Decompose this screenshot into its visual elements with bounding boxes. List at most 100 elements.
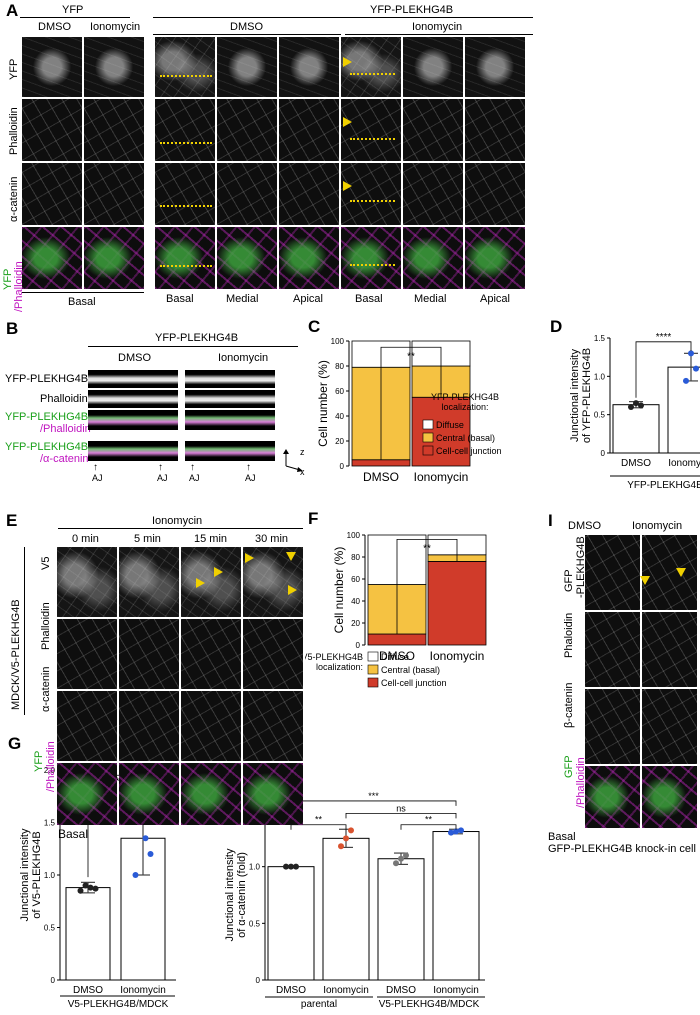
y-tick-label: 1.5 (44, 819, 56, 828)
significance-label: ns (396, 803, 406, 813)
xz-section (185, 390, 275, 408)
y-tick-label: 0 (340, 462, 345, 471)
micrograph (57, 691, 117, 761)
micrograph (465, 99, 525, 161)
b-row-label: /Phalloidin (40, 423, 91, 435)
b-row-label: Phalloidin (40, 393, 88, 405)
micrograph (585, 766, 640, 828)
group-label: V5-PLEKHG4B/MDCK (379, 999, 480, 1010)
micrograph (155, 163, 215, 225)
i-merge-gfp: GFP (563, 755, 575, 778)
a-row-catenin: α-catenin (8, 176, 20, 223)
e-row-catenin: α-catenin (40, 666, 52, 713)
x-tick-label: Ionomycin (414, 470, 469, 484)
micrograph (642, 535, 697, 610)
micrograph (403, 37, 463, 97)
panel-label: D (550, 318, 562, 336)
chart-c: C 0 20 40 60 80 100 Cell number (%) DMSO Ionomyci… (308, 318, 502, 484)
data-point (132, 872, 139, 878)
significance-label: ** (315, 815, 323, 825)
data-point (693, 365, 699, 372)
y-axis-label: Cell number (%) (316, 360, 330, 447)
y-tick-label: 60 (335, 387, 344, 396)
data-point (82, 882, 89, 889)
bar (612, 404, 660, 454)
a-col-label: Basal (166, 293, 194, 305)
arrowhead-icon (343, 117, 352, 127)
micrograph (119, 619, 179, 689)
y-tick-label: 0.5 (44, 924, 56, 933)
panel-label-b: B (6, 319, 19, 338)
significance-label: *** (368, 791, 379, 801)
significance-bracket (396, 539, 458, 634)
micrograph (181, 619, 241, 689)
y-tick-label: 0.5 (594, 411, 606, 420)
e-time: 0 min (72, 533, 99, 545)
i-basal-label: Basal (548, 831, 576, 843)
micrograph (642, 612, 697, 687)
micrograph (119, 763, 179, 825)
bar-segment (411, 396, 471, 467)
a-col-label: Apical (293, 293, 323, 305)
data-point (638, 402, 644, 409)
a-col-label: Medial (414, 293, 447, 305)
arrowhead-icon (676, 568, 686, 577)
legend-label: Central (basal) (381, 665, 440, 675)
data-point (448, 829, 454, 836)
micrograph (119, 547, 179, 617)
micrograph (642, 766, 697, 828)
y-axis-label: of V5-PLEKHG4B (31, 831, 43, 918)
group-label: YFP-PLEKHG4B (627, 480, 700, 491)
data-point (688, 350, 694, 357)
y-tick-label: 60 (351, 575, 360, 584)
legend-label: Diffuse (381, 652, 409, 662)
micrograph (155, 227, 215, 289)
bar-segment (367, 633, 427, 646)
y-axis-label: of YFP-PLEKHG4B (581, 348, 593, 443)
yfp-plekhg4b-header: YFP-PLEKHG4B (370, 4, 454, 16)
data-point (92, 885, 99, 892)
y-tick-label: 40 (351, 597, 360, 606)
micrograph (465, 227, 525, 289)
x-tick-label: DMSO (621, 458, 651, 469)
bar-segment (427, 561, 487, 646)
significance-bracket (345, 813, 457, 819)
a-dmso-label-1: DMSO (38, 21, 71, 33)
e-header: Ionomycin (152, 515, 203, 527)
micrograph (279, 99, 339, 161)
a-dmso-label-2: DMSO (230, 21, 263, 33)
legend-swatch (422, 432, 434, 443)
micrograph (22, 227, 82, 289)
x-tick-label: DMSO (386, 985, 416, 996)
x-tick-label: Ionomycin (120, 985, 166, 996)
data-point (458, 827, 464, 834)
arrowhead-icon (214, 567, 223, 577)
data-point (403, 852, 409, 859)
y-tick-label: 0 (356, 641, 361, 650)
bar (65, 887, 111, 981)
a-ionomycin-label-1: Ionomycin (90, 21, 141, 33)
xz-section (88, 410, 178, 430)
x-tick-label: DMSO (363, 470, 399, 484)
aj-label: AJ (245, 473, 256, 483)
data-point (628, 404, 634, 410)
legend-label: Central (basal) (436, 433, 495, 443)
micrograph (341, 99, 401, 161)
bar (377, 858, 425, 981)
micrograph (585, 535, 640, 610)
panel-label-e: E (6, 511, 18, 530)
micrograph (279, 163, 339, 225)
aj-label: AJ (157, 473, 168, 483)
data-point (283, 863, 289, 870)
aj-label: AJ (189, 473, 200, 483)
micrograph (243, 619, 303, 689)
y-tick-label: 0 (256, 976, 261, 985)
arrowhead-icon (286, 552, 296, 561)
micrograph (181, 547, 241, 617)
b-dmso: DMSO (118, 352, 151, 364)
b-ionomycin: Ionomycin (218, 352, 269, 364)
y-axis-label: Junctional intensity (19, 828, 31, 921)
micrograph (465, 37, 525, 97)
xz-section (185, 441, 275, 461)
